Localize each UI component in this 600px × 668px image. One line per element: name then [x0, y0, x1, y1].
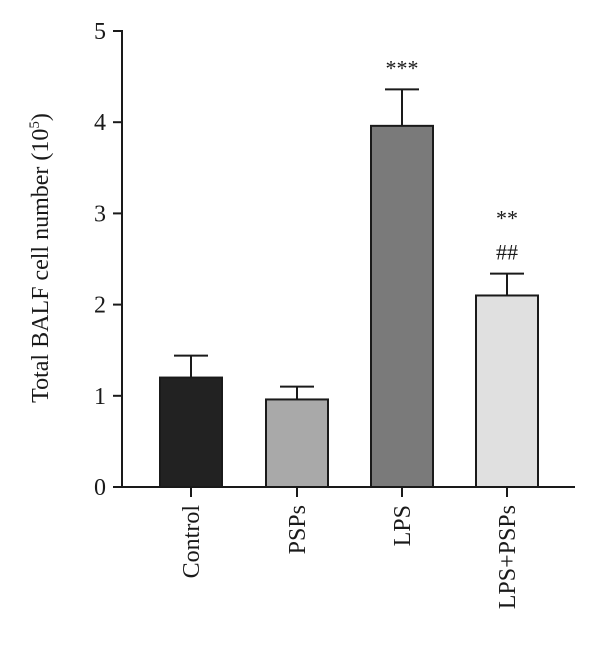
x-ticks	[190, 487, 508, 497]
significance-label: ##	[496, 240, 518, 265]
bar-control	[159, 376, 223, 488]
y-tick-label: 1	[94, 384, 106, 410]
bar-lps-psps	[475, 294, 539, 489]
y-axis: 0 1 2 3 4 5	[94, 19, 123, 501]
bar-psps	[265, 398, 329, 488]
y-tick-label: 3	[94, 201, 106, 227]
significance-annotations: *****##	[386, 55, 519, 264]
category-label: Control	[179, 505, 205, 579]
category-label: LPS+PSPs	[495, 505, 521, 609]
category-label: PSPs	[285, 505, 311, 554]
category-labels: Control PSPs LPS LPS+PSPs	[179, 505, 521, 610]
y-axis-title-main: Total BALF cell number (10	[28, 129, 54, 403]
y-tick-label: 0	[94, 475, 106, 501]
category-label: LPS	[390, 505, 416, 546]
error-bars	[174, 88, 524, 400]
bar-lps	[370, 124, 434, 489]
y-tick-label: 4	[94, 110, 106, 136]
significance-label: **	[496, 206, 518, 231]
bars	[159, 124, 539, 489]
y-tick-label: 2	[94, 293, 106, 319]
x-axis	[122, 486, 575, 497]
y-axis-title-superscript: 5	[27, 121, 43, 129]
y-axis-title: Total BALF cell number (105)	[27, 113, 54, 403]
y-axis-title-close: )	[28, 113, 54, 121]
y-tick-label: 5	[94, 19, 106, 45]
significance-label: ***	[386, 55, 419, 80]
y-ticks: 0 1 2 3 4 5	[94, 19, 122, 501]
